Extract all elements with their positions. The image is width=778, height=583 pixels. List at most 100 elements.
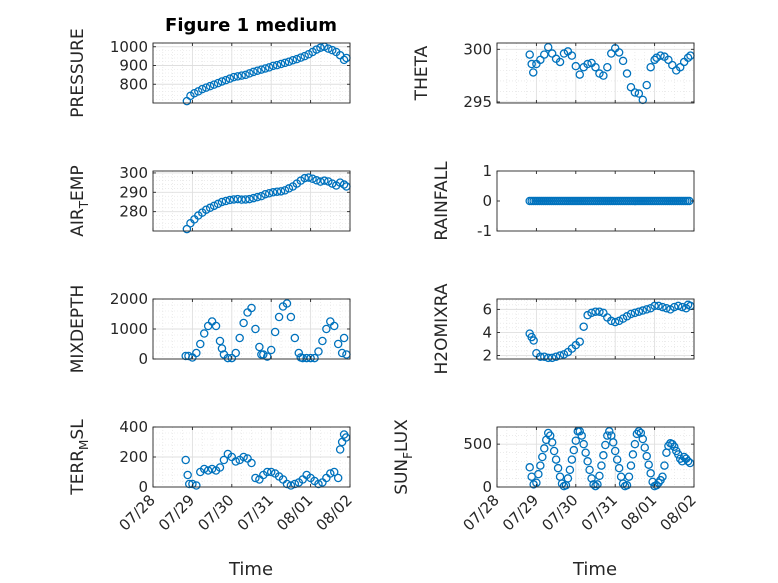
data-point bbox=[249, 67, 258, 77]
data-point bbox=[211, 321, 221, 331]
data-point bbox=[335, 445, 345, 454]
data-point bbox=[219, 455, 229, 465]
data-point bbox=[328, 45, 337, 55]
data-point bbox=[247, 458, 256, 468]
data-point bbox=[201, 205, 211, 214]
series-pressure bbox=[182, 42, 351, 106]
data-point bbox=[272, 187, 282, 196]
data-point bbox=[618, 56, 628, 66]
data-point bbox=[201, 83, 211, 92]
data-point bbox=[538, 452, 547, 462]
subplot-h2omixra: 2 4 6 H2OMIXRA bbox=[432, 283, 695, 375]
data-point bbox=[207, 464, 217, 474]
data-point bbox=[221, 75, 231, 85]
data-point bbox=[264, 63, 274, 72]
data-point bbox=[595, 307, 604, 316]
axes-box bbox=[152, 170, 351, 232]
data-point bbox=[599, 71, 608, 80]
y-label-base: AIR bbox=[68, 208, 88, 237]
y-axis-label: PRESSURE bbox=[68, 28, 88, 117]
data-point bbox=[563, 474, 573, 483]
data-point bbox=[534, 469, 543, 479]
y-axis-label: TERRMSL bbox=[68, 419, 91, 496]
data-point bbox=[608, 438, 618, 447]
data-point bbox=[579, 439, 588, 449]
data-point bbox=[197, 84, 207, 94]
data-point bbox=[333, 339, 343, 349]
data-point bbox=[282, 299, 292, 308]
data-point bbox=[316, 43, 325, 52]
data-point bbox=[229, 72, 239, 82]
data-point bbox=[638, 434, 648, 444]
data-point bbox=[229, 195, 239, 204]
data-point bbox=[642, 80, 651, 90]
data-point bbox=[251, 324, 260, 334]
data-point bbox=[217, 77, 227, 86]
data-point bbox=[239, 318, 248, 328]
data-point bbox=[670, 442, 679, 451]
data-point bbox=[614, 48, 624, 57]
data-point bbox=[312, 176, 321, 185]
data-point bbox=[540, 50, 549, 59]
y-label-rest: LUX bbox=[392, 419, 412, 452]
data-point bbox=[646, 62, 655, 72]
figure-title: Figure 1 medium bbox=[165, 15, 337, 36]
data-point bbox=[333, 473, 343, 483]
data-point bbox=[235, 333, 244, 343]
data-point bbox=[626, 82, 636, 92]
data-point bbox=[326, 469, 335, 478]
data-point bbox=[673, 301, 683, 311]
data-point bbox=[630, 308, 640, 318]
data-point bbox=[575, 70, 584, 79]
data-point bbox=[626, 309, 636, 319]
data-point bbox=[525, 463, 534, 472]
y-label-base: SUN bbox=[392, 459, 412, 495]
data-point bbox=[579, 322, 588, 331]
data-point bbox=[233, 72, 242, 81]
data-point bbox=[638, 306, 648, 315]
series-rainfall bbox=[525, 196, 694, 206]
y-tick-label: 300 bbox=[463, 40, 492, 58]
data-point bbox=[642, 305, 651, 314]
data-point bbox=[547, 353, 557, 363]
subplot-theta: 295 300 THETA bbox=[412, 40, 695, 111]
data-point bbox=[245, 69, 254, 78]
data-point bbox=[181, 455, 190, 465]
data-point bbox=[656, 51, 665, 60]
data-point bbox=[589, 480, 598, 489]
x-axis-label-right: Time bbox=[572, 559, 617, 580]
data-point bbox=[675, 62, 685, 72]
data-point bbox=[282, 479, 292, 489]
series-terr-msl bbox=[181, 430, 351, 490]
data-point bbox=[597, 461, 606, 470]
data-point bbox=[569, 445, 579, 455]
data-point bbox=[529, 336, 538, 345]
data-point bbox=[205, 81, 215, 91]
data-point bbox=[286, 481, 296, 490]
y-tick-label: 2 bbox=[482, 347, 492, 365]
data-point bbox=[296, 53, 305, 62]
axes-box bbox=[496, 298, 695, 360]
data-point bbox=[543, 353, 553, 363]
data-point bbox=[215, 336, 225, 346]
y-label-rest: SL bbox=[68, 419, 88, 440]
data-point bbox=[610, 317, 620, 327]
data-point bbox=[591, 307, 600, 316]
data-point bbox=[555, 57, 565, 67]
data-point bbox=[660, 461, 669, 470]
y-axis-label: H2OMIXRA bbox=[432, 283, 452, 374]
data-point bbox=[571, 436, 581, 445]
y-tick-label: 300 bbox=[119, 164, 148, 182]
y-tick-label: 0 bbox=[482, 478, 492, 496]
axes-box bbox=[152, 42, 351, 104]
data-point bbox=[607, 49, 616, 58]
data-point bbox=[253, 66, 262, 76]
data-point bbox=[622, 481, 632, 490]
y-tick-label: 0 bbox=[482, 192, 492, 210]
data-point bbox=[290, 479, 300, 489]
data-point bbox=[624, 472, 634, 481]
data-point bbox=[551, 455, 561, 464]
data-point bbox=[190, 89, 199, 98]
data-point bbox=[567, 455, 577, 464]
